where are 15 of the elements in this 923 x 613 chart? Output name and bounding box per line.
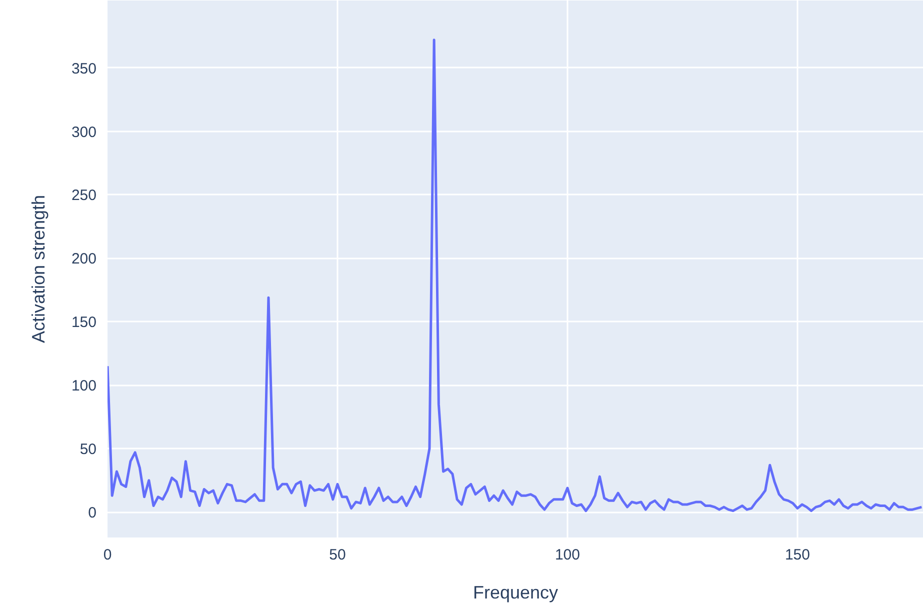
x-axis-title: Frequency (472, 582, 558, 602)
x-tick-label: 50 (329, 546, 346, 564)
y-tick-label: 300 (71, 124, 97, 141)
x-tick-label: 150 (784, 546, 810, 564)
y-tick-label: 50 (80, 441, 97, 458)
y-tick-label: 150 (71, 314, 97, 332)
y-tick-label: 100 (71, 378, 97, 395)
y-tick-label: 200 (71, 250, 97, 268)
y-tick-label: 0 (88, 504, 96, 522)
y-tick-label: 350 (71, 60, 97, 78)
x-tick-label: 100 (554, 546, 580, 564)
line-series (108, 38, 923, 512)
y-tick-label: 250 (71, 187, 97, 204)
x-tick-label: 0 (103, 546, 112, 564)
y-axis-title: Activation strength (28, 194, 48, 344)
